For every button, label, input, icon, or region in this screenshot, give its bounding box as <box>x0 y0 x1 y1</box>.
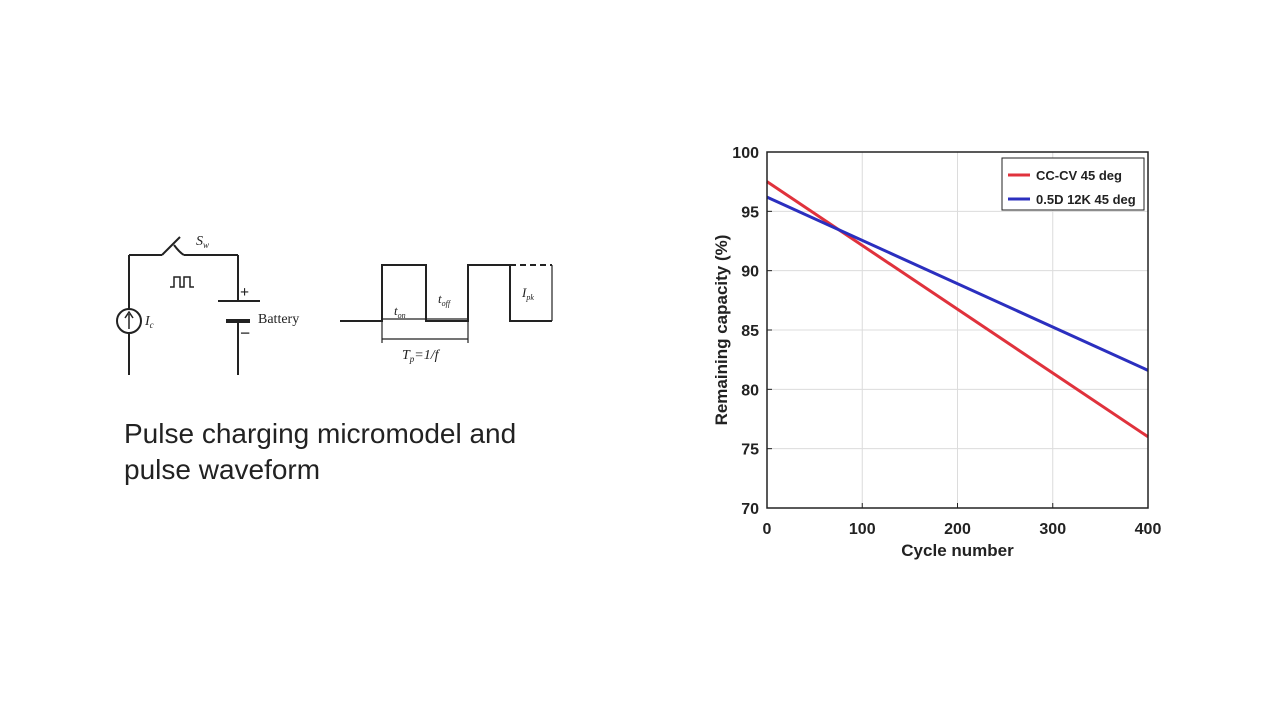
waveform-trace <box>340 264 552 322</box>
y-tick-label: 85 <box>741 323 759 340</box>
chart-ticks: 0 100 200 300 400 70 75 80 85 90 95 100 <box>732 145 1161 538</box>
switch-arrow <box>173 244 185 256</box>
y-tick-label: 75 <box>741 442 759 459</box>
y-axis-label: Remaining capacity (%) <box>712 235 731 426</box>
x-tick-label: 0 <box>763 521 772 538</box>
x-tick-label: 400 <box>1135 521 1162 538</box>
battery-label: Battery <box>258 312 299 327</box>
x-tick-label: 200 <box>944 521 971 538</box>
switch-label: Sw <box>196 234 209 250</box>
y-tick-label: 90 <box>741 264 759 281</box>
x-tick-label: 300 <box>1039 521 1066 538</box>
period-label: Tp=1/f <box>402 348 441 364</box>
chart-legend: CC-CV 45 deg 0.5D 12K 45 deg <box>1001 157 1145 211</box>
series-line <box>766 195 1149 372</box>
caption-line-2: pulse waveform <box>124 454 321 485</box>
y-tick-label: 100 <box>732 145 759 162</box>
current-source-arrowhead <box>124 310 134 319</box>
diagram-caption: Pulse charging micromodel and pulse wave… <box>124 416 516 488</box>
x-tick-label: 100 <box>849 521 876 538</box>
pulse-charging-diagram: Sw Ic + − Battery ton toff Ipk Tp=1/f <box>116 234 553 375</box>
battery-plus-sign: + <box>240 284 249 301</box>
battery-minus-sign: − <box>240 323 250 343</box>
legend-label: 0.5D 12K 45 deg <box>1036 192 1136 207</box>
pulse-waveform <box>340 264 553 343</box>
source-label: Ic <box>144 314 154 330</box>
pulse-symbol-icon <box>170 276 194 288</box>
ton-label: ton <box>394 303 406 320</box>
toff-label: toff <box>438 291 452 308</box>
chart-series <box>766 180 1149 439</box>
ipk-label: Ipk <box>521 285 534 302</box>
y-tick-label: 70 <box>741 501 759 518</box>
series-line <box>766 180 1149 439</box>
legend-box <box>1001 157 1145 211</box>
caption-line-1: Pulse charging micromodel and <box>124 418 517 449</box>
switch-blade <box>161 236 181 256</box>
legend-label: CC-CV 45 deg <box>1036 168 1122 183</box>
y-tick-label: 80 <box>741 382 759 399</box>
y-tick-label: 95 <box>741 204 759 221</box>
x-axis-label: Cycle number <box>901 541 1014 560</box>
